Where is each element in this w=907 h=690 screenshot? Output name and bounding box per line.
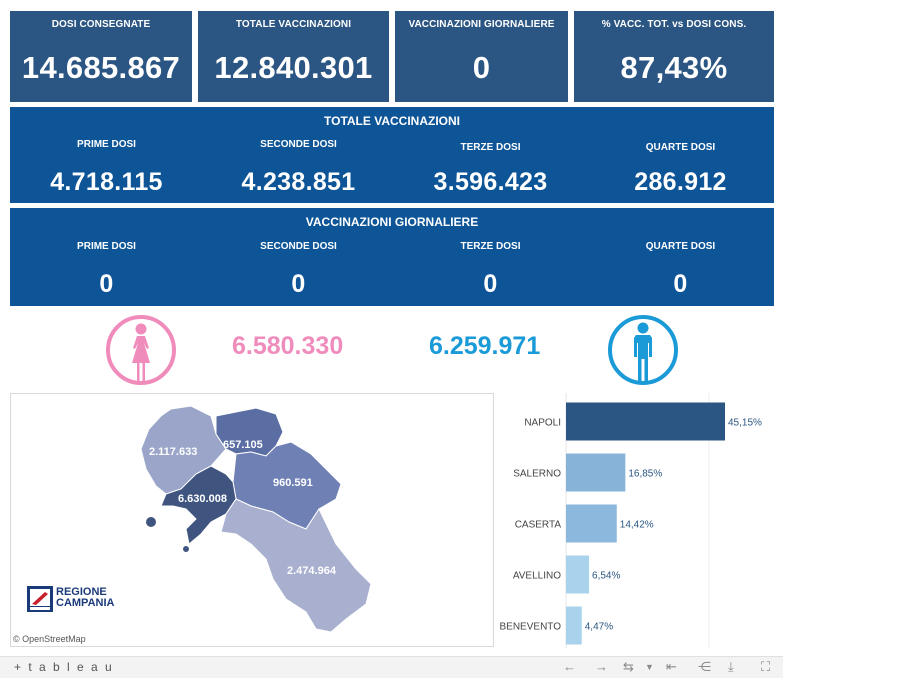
col-seconde-dosi: SECONDE DOSI 4.238.851 <box>203 139 394 197</box>
col-label: SECONDE DOSI <box>260 139 337 150</box>
totale-vaccinazioni-panel: TOTALE VACCINAZIONI PRIME DOSI 4.718.115… <box>10 107 774 203</box>
col-terze-dosi: TERZE DOSI 0 <box>394 241 587 299</box>
col-label: TERZE DOSI <box>460 241 521 252</box>
kpi-label: % VACC. TOT. vs DOSI CONS. <box>601 19 747 30</box>
download-icon[interactable]: ⤓ <box>728 659 734 674</box>
map-attribution[interactable]: © OpenStreetMap <box>13 634 86 644</box>
col-value: 286.912 <box>634 168 727 196</box>
value-label: 16,85% <box>628 469 662 480</box>
vaccinazioni-giornaliere-panel: VACCINAZIONI GIORNALIERE PRIME DOSI 0 SE… <box>10 208 774 306</box>
col-quarte-dosi: QUARTE DOSI 286.912 <box>587 139 774 197</box>
regione-campania-logo-icon <box>27 586 53 612</box>
col-value: 0 <box>291 270 306 298</box>
kpi-label: DOSI CONSEGNATE <box>51 19 151 30</box>
category-label: BENEVENTO <box>500 622 562 633</box>
value-label: 4,47% <box>585 622 613 633</box>
kpi-value: 14.685.867 <box>21 50 181 85</box>
kpi-label: TOTALE VACCINAZIONI <box>235 19 352 30</box>
redo-icon[interactable]: → <box>595 659 608 674</box>
female-person-icon <box>106 315 176 385</box>
col-prime-dosi: PRIME DOSI 0 <box>10 241 203 299</box>
region-napoli-island <box>183 546 189 552</box>
col-prime-dosi: PRIME DOSI 4.718.115 <box>10 139 203 197</box>
kpi-value: 12.840.301 <box>214 50 373 85</box>
col-label: PRIME DOSI <box>77 139 136 150</box>
revert-icon[interactable]: ⇆ <box>623 659 634 674</box>
col-value: 0 <box>673 270 688 298</box>
value-label: 6,54% <box>592 571 620 582</box>
value-label: 14,42% <box>620 520 654 531</box>
col-value: 3.596.423 <box>433 168 548 196</box>
kpi-vaccinazioni-giornaliere: VACCINAZIONI GIORNALIERE 0 <box>395 11 568 102</box>
col-value: 4.238.851 <box>241 168 356 196</box>
panel-title: TOTALE VACCINAZIONI <box>324 114 460 128</box>
tableau-logo[interactable]: + t a b l e a u <box>14 660 114 674</box>
col-label: QUARTE DOSI <box>645 142 716 153</box>
col-label: PRIME DOSI <box>77 241 136 252</box>
logo-line2: CAMPANIA <box>56 597 115 609</box>
bar-avellino[interactable] <box>566 555 590 594</box>
col-seconde-dosi: SECONDE DOSI 0 <box>203 241 394 299</box>
bar-salerno[interactable] <box>566 453 626 492</box>
col-label: TERZE DOSI <box>460 142 521 153</box>
share-icon[interactable]: ⋲ <box>698 659 711 674</box>
kpi-dosi-consegnate: DOSI CONSEGNATE 14.685.867 <box>10 11 192 102</box>
map-label-avellino: 960.591 <box>273 477 313 489</box>
map-regions <box>140 405 372 633</box>
category-label: CASERTA <box>515 520 562 531</box>
col-terze-dosi: TERZE DOSI 3.596.423 <box>394 139 587 197</box>
region-napoli <box>160 465 237 545</box>
campania-map[interactable]: 2.117.633 657.105 960.591 6.630.008 2.47… <box>10 393 494 647</box>
category-label: NAPOLI <box>524 418 561 429</box>
bar-napoli[interactable] <box>566 402 725 441</box>
region-salerno <box>220 498 372 633</box>
kpi-value: 87,43% <box>620 50 728 85</box>
male-person-icon <box>608 315 678 385</box>
col-value: 0 <box>99 270 114 298</box>
category-label: AVELLINO <box>513 571 561 582</box>
fullscreen-icon[interactable]: ⛶ <box>761 659 771 674</box>
dose-columns: PRIME DOSI 0 SECONDE DOSI 0 TERZE DOSI 0… <box>10 241 774 299</box>
female-count: 6.580.330 <box>232 332 344 360</box>
province-bar-chart: NAPOLI 45,15% SALERNO 16,85% CASERTA 14,42% AV… <box>500 393 762 648</box>
male-count: 6.259.971 <box>429 332 541 360</box>
map-label-benevento: 657.105 <box>223 439 263 451</box>
revert-dropdown-icon[interactable]: ▼ <box>645 662 654 672</box>
revert-to-start-icon[interactable]: ⇤ <box>666 659 677 674</box>
kpi-percent-vacc: % VACC. TOT. vs DOSI CONS. 87,43% <box>574 11 774 102</box>
logo-line1: REGIONE <box>56 586 107 598</box>
col-value: 4.718.115 <box>50 168 163 196</box>
col-label: QUARTE DOSI <box>645 241 716 252</box>
tableau-toolbar: + t a b l e a u ← → ⇆ ▼ ⇤ ⋲ ⤓ ⛶ <box>0 656 783 678</box>
region-napoli-island <box>146 517 156 527</box>
bar-caserta[interactable] <box>566 504 617 543</box>
kpi-label: VACCINAZIONI GIORNALIERE <box>408 19 555 30</box>
value-label: 45,15% <box>728 418 762 429</box>
bar-benevento[interactable] <box>566 606 582 645</box>
panel-title: VACCINAZIONI GIORNALIERE <box>305 215 479 229</box>
kpi-value: 0 <box>472 50 491 85</box>
map-label-caserta: 2.117.633 <box>149 446 198 458</box>
col-quarte-dosi: QUARTE DOSI 0 <box>587 241 774 299</box>
map-label-salerno: 2.474.964 <box>287 565 336 577</box>
category-label: SALERNO <box>513 469 561 480</box>
map-label-napoli: 6.630.008 <box>178 493 227 505</box>
dose-columns: PRIME DOSI 4.718.115 SECONDE DOSI 4.238.… <box>10 139 774 197</box>
col-label: SECONDE DOSI <box>260 241 337 252</box>
kpi-totale-vaccinazioni: TOTALE VACCINAZIONI 12.840.301 <box>198 11 389 102</box>
col-value: 0 <box>483 270 498 298</box>
undo-icon[interactable]: ← <box>563 659 576 674</box>
